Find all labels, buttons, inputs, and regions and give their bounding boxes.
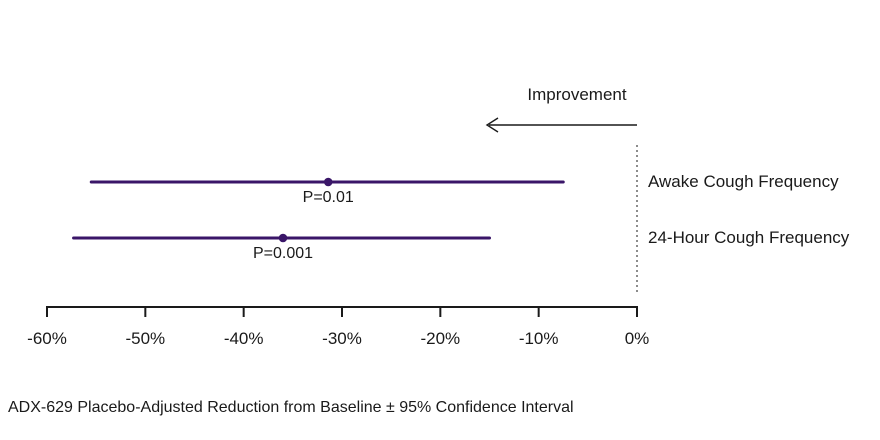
p-value-label: P=0.01: [302, 189, 354, 206]
improvement-arrow-head: [485, 117, 499, 133]
axis-tick-label: -40%: [223, 329, 264, 348]
axis-tick-label: -20%: [420, 329, 461, 348]
series-label: Awake Cough Frequency: [648, 172, 839, 191]
improvement-label: Improvement: [527, 85, 627, 104]
point-estimate-dot: [323, 177, 333, 187]
axis-tick-label: 0%: [624, 329, 650, 348]
series-label: 24-Hour Cough Frequency: [648, 228, 850, 247]
axis-tick-label: -30%: [322, 329, 362, 348]
point-estimate-dot: [278, 233, 288, 243]
p-value-label: P=0.001: [252, 245, 314, 262]
chart-caption: ADX-629 Placebo-Adjusted Reduction from …: [8, 399, 574, 416]
axis-tick-label: -50%: [125, 329, 166, 348]
axis-tick-label: -10%: [518, 329, 559, 348]
axis-tick-label: -60%: [27, 329, 67, 348]
